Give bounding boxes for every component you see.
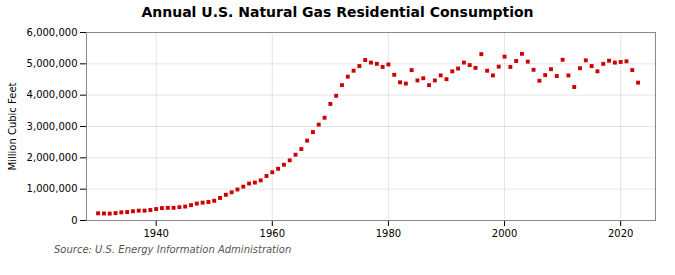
svg-text:1940: 1940 — [143, 228, 168, 239]
svg-text:5,000,000: 5,000,000 — [27, 58, 78, 69]
svg-text:1960: 1960 — [260, 228, 285, 239]
html-text:Annual U.S. Natural Gas Reside: Annual U.S. Natural Gas Residential Cons… — [141, 4, 534, 20]
svg-text:6,000,000: 6,000,000 — [27, 27, 78, 38]
svg-text:Million Cubic Feet: Million Cubic Feet — [7, 82, 18, 170]
svg-text:3,000,000: 3,000,000 — [27, 121, 78, 132]
svg-text:0: 0 — [71, 215, 77, 226]
html-text:Source: U.S. Energy Informatio: Source: U.S. Energy Information Administ… — [54, 244, 292, 255]
svg-text:1,000,000: 1,000,000 — [27, 183, 78, 194]
svg-text:1980: 1980 — [376, 228, 401, 239]
svg-text:4,000,000: 4,000,000 — [27, 89, 78, 100]
svg-text:2000: 2000 — [492, 228, 517, 239]
svg-text:2,000,000: 2,000,000 — [27, 152, 78, 163]
svg-text:2020: 2020 — [608, 228, 633, 239]
